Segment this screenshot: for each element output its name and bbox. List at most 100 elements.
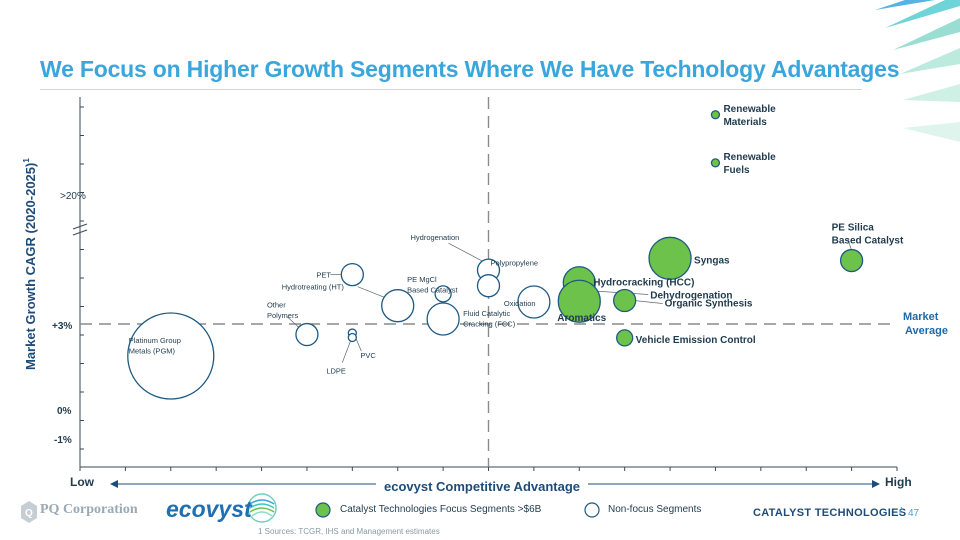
ytick-label-gt20: >20% [60, 191, 86, 202]
bubble-aromatics [557, 279, 601, 323]
chart-bubbles [127, 110, 864, 400]
bubble-renewable-fuels [710, 158, 721, 168]
leader-hydrogenation [448, 242, 483, 262]
label-line2-pe-silica-based-catalyst: Based Catalyst [832, 236, 904, 247]
page-number: 47 [908, 508, 920, 519]
leader-lines [286, 238, 852, 363]
leader-other-polymers [286, 316, 300, 328]
label-renewable-fuels: Renewable [723, 152, 776, 163]
leaf-shape-5 [251, 511, 273, 517]
x-axis-high-label: High [885, 475, 912, 489]
x-arrow-right-head [872, 480, 880, 488]
bubble-hydrotreating-ht [381, 289, 415, 323]
source-note: 1 Sources: TCGR, IHS and Management esti… [258, 527, 440, 536]
bubble-pe-mgcl-based-catalyst [434, 285, 452, 303]
ray-5 [903, 84, 960, 102]
legend-focus-marker [315, 502, 331, 518]
pq-logo-q: Q [25, 508, 33, 519]
pq-logo-text: PQ Corporation [40, 502, 138, 517]
bubble-oxidation [517, 285, 551, 319]
page-title: We Focus on Higher Growth Segments Where… [40, 56, 900, 82]
label-polypropylene: Polypropylene [491, 259, 539, 268]
bubble-pet [340, 262, 364, 287]
ecovyst-logo-text: ecovyst [166, 496, 252, 522]
label-line2-renewable-fuels: Fuels [723, 165, 750, 176]
label-oxidation: Oxidation [504, 299, 536, 308]
ray-3 [893, 18, 960, 50]
pq-hexagon-icon [21, 501, 37, 523]
bubble-platinum-group-metals-pgm [127, 312, 215, 400]
label-pvc: PVC [360, 351, 376, 360]
rays-group [875, 0, 960, 142]
ytick-label-plus3: +3% [52, 321, 72, 332]
label-line2-renewable-materials: Materials [723, 117, 767, 128]
label-aromatics: Aromatics [557, 313, 606, 324]
label-renewable-materials: Renewable [723, 104, 776, 115]
label-line2-pe-mgcl-based-catalyst: Based Catalyst [407, 285, 458, 294]
label-fluid-catalytic-cracking-fcc: Fluid Catalytic [463, 309, 510, 318]
title-divider [40, 89, 862, 90]
label-line2-fluid-catalytic-cracking-fcc: Cracking (FCC) [463, 320, 516, 329]
bubble-organic-synthesis [613, 288, 637, 313]
bubble-fluid-catalytic-cracking-fcc [426, 302, 460, 336]
label-vehicle-emission-control: Vehicle Emission Control [636, 335, 756, 346]
x-axis-arrows [110, 480, 880, 488]
pq-logo-mark: Q [21, 501, 37, 523]
pq-corporation-logo: Q PQ Corporation [20, 498, 160, 526]
chart-point-labels: Renewable Materials Renewable Fuels PE Silic… [129, 104, 904, 376]
chart-axes [72, 97, 898, 471]
label-pe-mgcl-based-catalyst: PE MgCl [407, 275, 437, 284]
segment-label: CATALYST TECHNOLOGIES [753, 507, 907, 519]
ray-2 [885, 0, 960, 28]
label-pet: PET [316, 271, 331, 280]
y-axis-title-text: Market Growth CAGR (2020-2025) [23, 163, 38, 370]
bubble-ldpe [347, 332, 357, 343]
label-syngas: Syngas [694, 255, 730, 266]
label-hydrocracking-hcc: Hydrocracking (HCC) [593, 278, 694, 289]
leader-organic-synthesis [633, 300, 663, 304]
y-axis-break-mark [72, 223, 88, 230]
label-pe-silica-based-catalyst: PE Silica [832, 223, 875, 234]
label-line2-platinum-group-metals-pgm: Metals (PGM) [129, 347, 176, 356]
ray-4 [900, 48, 960, 74]
x-axis-low-label: Low [70, 475, 95, 489]
leader-hydrotreating-ht [357, 286, 388, 300]
label-organic-synthesis: Organic Synthesis [665, 299, 753, 310]
legend-nonfocus-label: Non-focus Segments [608, 504, 702, 515]
label-hydrogenation: Hydrogenation [411, 233, 460, 242]
label-other-polymers: Other [267, 301, 286, 310]
leaf-shape-3 [249, 503, 275, 509]
market-average-label-line1: Market [903, 311, 939, 323]
y-axis-title: Market Growth CAGR (2020-2025)1 [22, 158, 38, 370]
label-platinum-group-metals-pgm: Platinum Group [129, 336, 181, 345]
label-dehydrogenation: Dehydrogenation [650, 291, 732, 302]
page-separator: / [899, 506, 903, 518]
ytick-label-zero: 0% [57, 406, 72, 417]
label-hydrotreating-ht: Hydrotreating (HT) [282, 283, 345, 292]
ecovyst-leaf-icon [247, 493, 277, 523]
bubble-renewable-materials [710, 110, 721, 120]
ray-6 [903, 122, 960, 142]
leader-pe-silica-based-catalyst [847, 238, 852, 251]
bubble-polypropylene [476, 274, 501, 298]
ray-1 [875, 0, 935, 10]
ytick-label-minus1: -1% [54, 435, 72, 446]
legend-focus-label: Catalyst Technologies Focus Segments >$6… [340, 504, 542, 515]
bubble-pe-silica-based-catalyst [839, 248, 864, 273]
leaf-shape-2 [249, 499, 275, 505]
leaf-shape-4 [249, 507, 275, 513]
bubble-vehicle-emission-control [616, 329, 634, 347]
x-axis-title: ecovyst Competitive Advantage [384, 479, 580, 494]
x-arrow-left-head [110, 480, 118, 488]
leaf-shape-1 [247, 493, 277, 523]
bubble-syngas [648, 236, 692, 280]
bubble-other-polymers [295, 322, 319, 347]
market-average-label-line2: Average [905, 325, 948, 337]
y-axis-break-mark [72, 229, 88, 236]
label-line2-other-polymers: Polymers [267, 311, 299, 320]
leader-ldpe [342, 341, 351, 363]
legend-nonfocus-marker [584, 502, 600, 518]
label-ldpe: LDPE [326, 367, 346, 376]
